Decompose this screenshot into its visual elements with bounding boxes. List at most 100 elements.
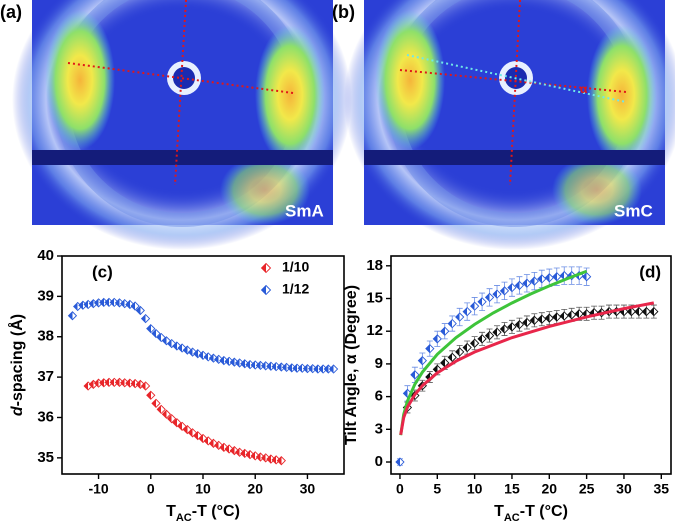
data-point	[649, 306, 659, 317]
data-point	[544, 273, 554, 283]
data-point	[634, 306, 644, 317]
legend-label: 1/10	[282, 259, 309, 275]
data-point	[417, 356, 427, 366]
data-point	[492, 327, 502, 337]
data-point	[514, 320, 525, 330]
fit-line	[399, 301, 655, 436]
x-tick-label: 30	[300, 481, 316, 497]
data-point	[581, 272, 592, 282]
x-tick-label: -10	[88, 481, 108, 497]
data-point	[537, 314, 547, 324]
phase-label: SmC	[614, 201, 653, 220]
data-point	[425, 344, 435, 354]
x-axis-label-part: T	[494, 503, 504, 520]
data-point	[455, 347, 465, 357]
data-point	[544, 313, 554, 323]
data-point	[492, 289, 502, 299]
data-point	[537, 274, 547, 284]
data-point	[462, 306, 472, 317]
data-point	[455, 312, 465, 322]
x-tick-label: 30	[616, 481, 632, 497]
legend-marker	[260, 262, 272, 274]
fit-line	[399, 269, 588, 436]
data-point	[567, 310, 577, 320]
y-tick-label: 15	[366, 289, 383, 306]
data-point	[156, 404, 166, 415]
x-tick-label: 20	[247, 481, 263, 497]
panel-a: (a) SmA	[0, 0, 352, 250]
angle-label: α	[580, 82, 588, 96]
data-point	[67, 311, 78, 321]
data-point	[130, 301, 140, 311]
data-point	[462, 342, 472, 353]
data-point	[529, 276, 539, 286]
panel-label: (d)	[639, 262, 661, 281]
data-point	[146, 324, 156, 334]
x-axis-label: TAC-T (°C)	[166, 503, 240, 523]
x-axis-label-part: -T (°C)	[192, 503, 240, 520]
x-axis-label: TAC-T (°C)	[494, 503, 568, 523]
panel-label: (a)	[0, 2, 22, 22]
data-point	[276, 456, 286, 466]
y-tick-label: 35	[37, 449, 54, 466]
y-axis-label-part: -spacing (Å)	[7, 314, 26, 406]
data-point	[559, 311, 569, 321]
data-point	[432, 334, 442, 344]
panel-label: (b)	[332, 2, 355, 22]
data-point	[447, 352, 457, 363]
data-point	[507, 322, 517, 332]
data-point	[507, 282, 517, 293]
x-tick-label: 25	[579, 481, 595, 497]
data-point	[328, 364, 339, 374]
data-point	[440, 326, 450, 336]
data-point	[477, 334, 487, 344]
y-axis-label: d-spacing (Å)	[7, 314, 26, 416]
x-axis-label-part: AC	[504, 512, 520, 523]
data-point	[135, 305, 145, 316]
x-tick-label: 0	[147, 481, 155, 497]
data-point	[120, 299, 130, 309]
y-tick-label: 9	[375, 355, 383, 372]
phase-label: SmA	[285, 201, 324, 220]
data-point	[552, 312, 562, 322]
y-tick-label: 38	[37, 328, 54, 345]
data-point	[477, 297, 487, 307]
x-axis-label-part: AC	[176, 512, 192, 523]
plot-frame	[390, 255, 672, 475]
y-tick-label: 36	[37, 408, 54, 425]
data-point	[529, 315, 539, 325]
panel-b: (b) α SmC	[332, 0, 675, 250]
data-point	[484, 330, 495, 341]
data-point	[522, 278, 532, 288]
y-axis-label: Tilt Angle, α (Degree)	[343, 285, 360, 445]
y-tick-label: 40	[37, 247, 54, 264]
x-axis-label-part: T	[166, 503, 176, 520]
legend-label: 1/12	[282, 281, 309, 297]
x-tick-label: 10	[195, 481, 211, 497]
data-point	[522, 317, 532, 328]
data-point	[151, 398, 161, 408]
data-point	[140, 313, 151, 324]
x-tick-label: 10	[467, 481, 483, 497]
data-point	[641, 306, 651, 317]
panel-label: (c)	[92, 262, 113, 281]
data-point	[447, 318, 457, 329]
data-point	[140, 381, 151, 391]
x-axis-label-part: -T (°C)	[520, 503, 568, 520]
data-point	[469, 301, 480, 311]
x-tick-label: 5	[433, 481, 441, 497]
data-point	[626, 306, 637, 317]
y-tick-label: 0	[375, 453, 383, 470]
data-point	[395, 457, 405, 467]
data-point	[146, 390, 156, 400]
data-point	[167, 414, 177, 424]
x-tick-label: 0	[396, 481, 404, 497]
data-point	[552, 272, 562, 282]
x-tick-label: 35	[654, 481, 670, 497]
x-tick-label: 20	[542, 481, 558, 497]
y-tick-label: 6	[375, 388, 383, 405]
y-tick-label: 18	[366, 257, 383, 274]
legend-marker	[260, 284, 272, 296]
y-tick-label: 39	[37, 287, 54, 304]
